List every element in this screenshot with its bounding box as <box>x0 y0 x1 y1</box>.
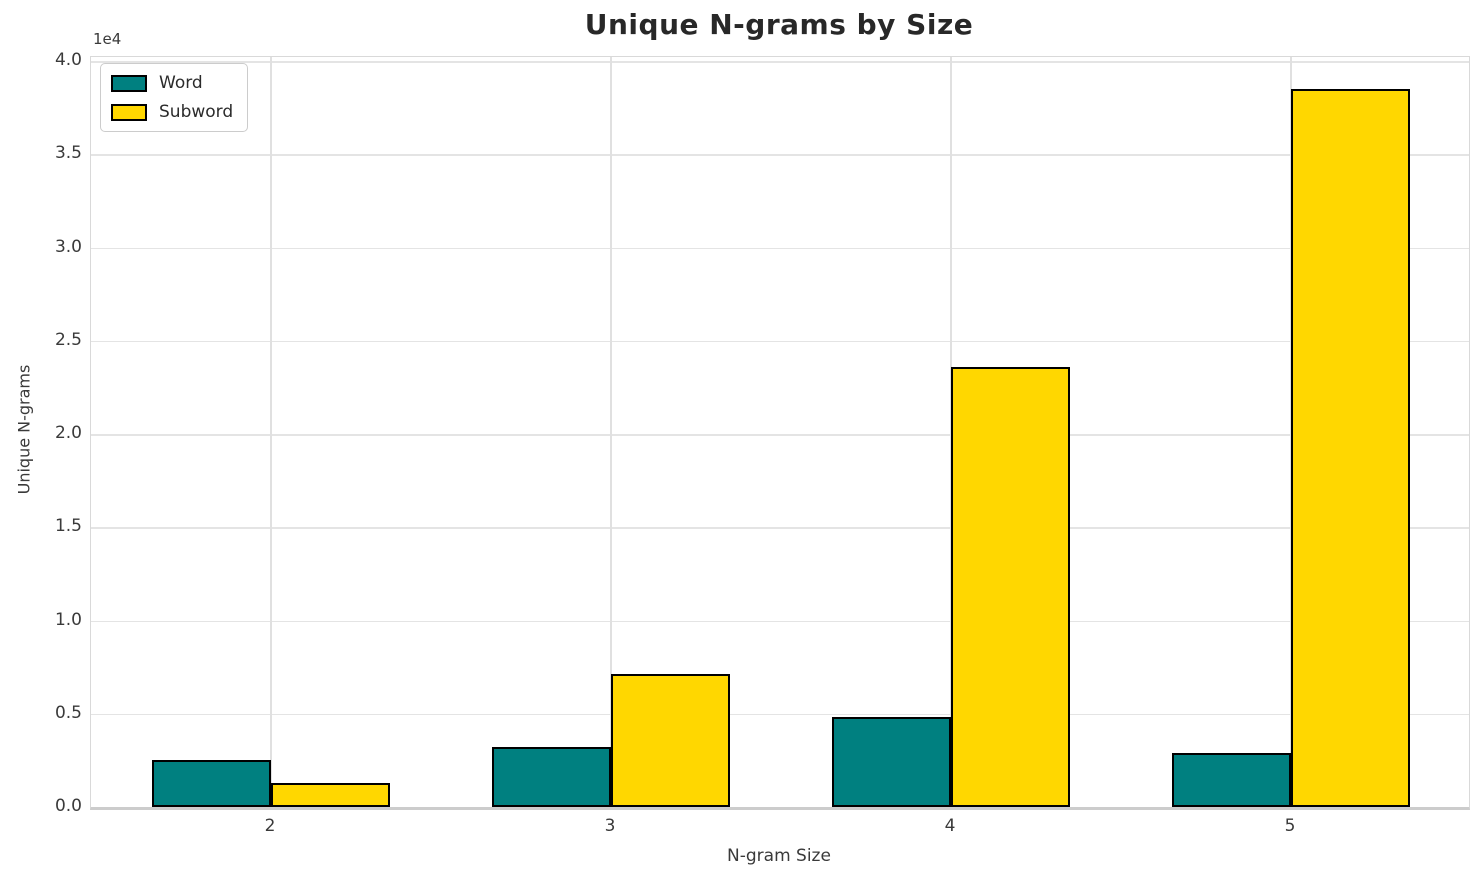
subword-bar-n4 <box>951 366 1070 807</box>
y-tick-label: 0.5 <box>54 702 82 723</box>
word-bar-n2 <box>152 760 271 807</box>
x-tick-label: 4 <box>944 816 956 836</box>
y-tick-label: 1.0 <box>54 609 82 630</box>
subword-bar-n3 <box>611 674 730 807</box>
legend-label-subword: Subword <box>159 102 234 122</box>
subword-bar-n2 <box>271 782 390 807</box>
y-tick-label: 0.0 <box>54 796 82 816</box>
h-gridline <box>91 247 1469 249</box>
y-tick-label: 2.0 <box>54 423 82 443</box>
v-gridline <box>270 57 272 807</box>
subword-bar-n5 <box>1291 88 1410 807</box>
subword-series-swatch-icon <box>111 103 147 121</box>
h-gridline <box>91 713 1469 716</box>
h-gridline <box>91 620 1469 622</box>
x-tick-label: 5 <box>1284 816 1296 836</box>
x-tick-label: 3 <box>604 816 616 836</box>
legend-item-word: Word <box>111 73 233 93</box>
v-gridline <box>610 57 612 807</box>
h-gridline <box>91 61 1469 63</box>
y-tick-label: 4.0 <box>54 50 82 70</box>
y-tick-label: 3.0 <box>54 236 82 257</box>
legend-item-subword: Subword <box>111 102 233 122</box>
legend-label-word: Word <box>159 73 203 93</box>
chart-title: Unique N-grams by Size <box>584 8 974 41</box>
word-series-swatch-icon <box>111 74 147 92</box>
word-bar-n4 <box>832 717 951 807</box>
h-gridline <box>91 340 1469 343</box>
word-bar-n3 <box>492 747 611 807</box>
h-gridline <box>91 527 1469 529</box>
word-bar-n5 <box>1172 752 1291 807</box>
h-gridline <box>91 434 1469 436</box>
y-tick-label: 3.5 <box>54 143 82 164</box>
y-tick-label: 1.5 <box>54 516 82 537</box>
x-tick-label: 2 <box>264 816 276 836</box>
h-gridline <box>91 154 1469 156</box>
legend: Word Subword <box>100 63 249 132</box>
y-axis-offset-text: 1e4 <box>93 30 122 48</box>
x-axis-label: N-gram Size <box>727 846 831 866</box>
plot-area <box>90 56 1470 810</box>
y-tick-label: 2.5 <box>54 329 82 350</box>
